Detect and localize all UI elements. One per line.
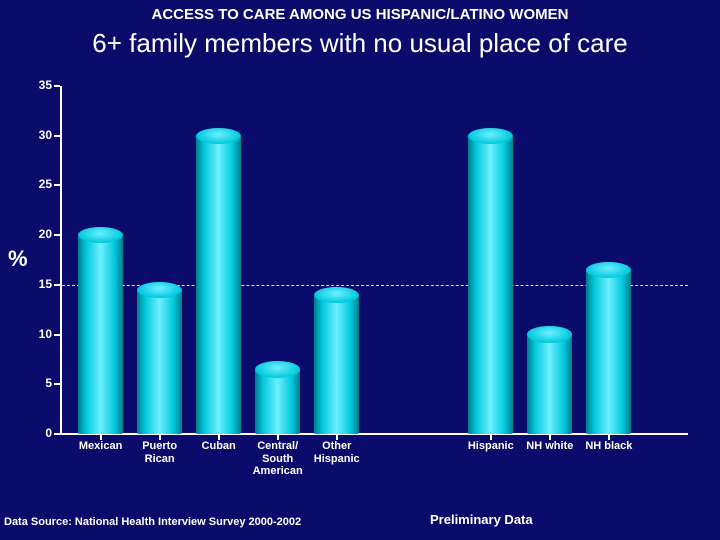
bar-cap <box>255 361 300 377</box>
y-tick-label: 10 <box>26 327 52 341</box>
bar-cap <box>78 227 123 243</box>
bar-cap <box>468 128 513 144</box>
y-tick-label: 5 <box>26 376 52 390</box>
slide-supheader: ACCESS TO CARE AMONG US HISPANIC/LATINO … <box>0 6 720 23</box>
bar <box>137 290 182 434</box>
slide-title: 6+ family members with no usual place of… <box>0 28 720 59</box>
x-tick <box>549 434 551 440</box>
x-tick <box>277 434 279 440</box>
slide: ACCESS TO CARE AMONG US HISPANIC/LATINO … <box>0 0 720 540</box>
x-tick <box>490 434 492 440</box>
footer-data-source: Data Source: National Health Interview S… <box>4 516 301 528</box>
x-tick <box>100 434 102 440</box>
bar-cap <box>314 287 359 303</box>
footer-preliminary: Preliminary Data <box>430 512 533 527</box>
y-tick <box>54 383 60 385</box>
y-tick <box>54 135 60 137</box>
x-tick <box>608 434 610 440</box>
bar <box>78 235 123 434</box>
bar <box>314 295 359 434</box>
y-tick-label: 0 <box>26 426 52 440</box>
x-tick <box>336 434 338 440</box>
category-label: NH black <box>573 440 645 453</box>
y-tick-label: 30 <box>26 128 52 142</box>
y-tick <box>54 85 60 87</box>
bar <box>255 369 300 434</box>
y-tick-label: 35 <box>26 78 52 92</box>
x-tick <box>159 434 161 440</box>
y-tick-label: 25 <box>26 177 52 191</box>
bar-cap <box>137 282 182 298</box>
y-axis-label: % <box>8 246 28 272</box>
chart-plot-area: 05101520253035MexicanPuerto RicanCubanCe… <box>60 86 688 434</box>
y-tick <box>54 184 60 186</box>
bar <box>586 270 631 434</box>
bar-cap <box>586 262 631 278</box>
x-tick <box>218 434 220 440</box>
y-axis-line <box>60 86 62 434</box>
bar <box>196 136 241 434</box>
bar <box>527 335 572 434</box>
bar-cap <box>527 326 572 342</box>
bar-cap <box>196 128 241 144</box>
y-tick <box>54 334 60 336</box>
category-label: Other Hispanic <box>301 440 373 465</box>
y-tick-label: 15 <box>26 277 52 291</box>
y-tick <box>54 234 60 236</box>
y-tick-label: 20 <box>26 227 52 241</box>
y-tick <box>54 284 60 286</box>
y-tick <box>54 433 60 435</box>
bar <box>468 136 513 434</box>
